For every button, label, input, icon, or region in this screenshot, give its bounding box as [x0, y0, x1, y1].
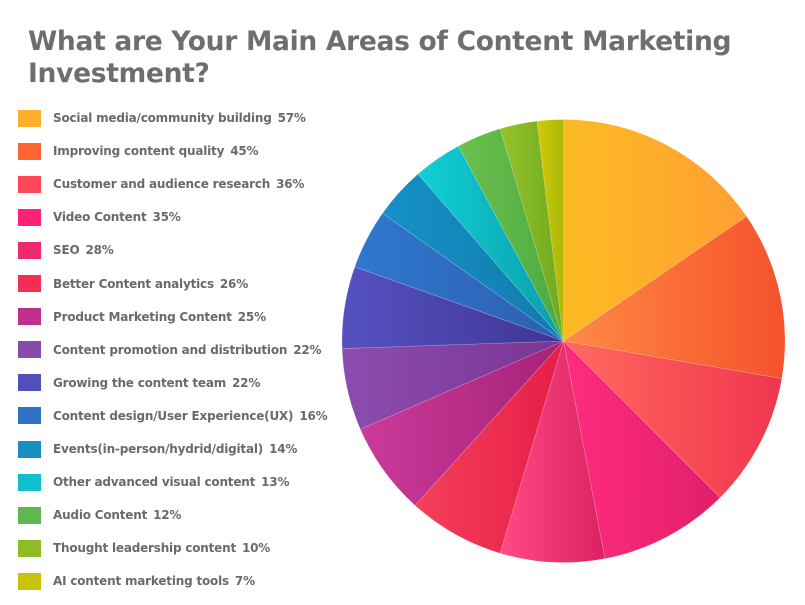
legend-item: SEO 28%	[18, 241, 114, 259]
legend-value: 36%	[276, 177, 305, 192]
legend-swatch	[18, 572, 41, 590]
legend-label: SEO 28%	[53, 243, 114, 258]
chart-title-line-1: What are Your Main Areas of Content Mark…	[28, 26, 732, 57]
chart-title: What are Your Main Areas of Content Mark…	[28, 26, 788, 90]
pie-slice	[341, 266, 564, 349]
legend-swatch	[18, 440, 41, 458]
legend-value: 7%	[234, 574, 255, 589]
pie-slice	[536, 119, 564, 342]
legend-label: Other advanced visual content 13%	[53, 475, 290, 490]
pie-slice	[382, 173, 564, 342]
legend-swatch	[18, 407, 41, 425]
chart-title-line-2: Investment?	[28, 58, 210, 89]
pie-slice	[562, 215, 786, 379]
legend-value: 16%	[299, 408, 328, 423]
pie-slice	[499, 120, 564, 342]
legend-value: 35%	[152, 210, 181, 225]
legend-item: Improving content quality 45%	[18, 142, 259, 160]
legend-swatch	[18, 208, 41, 226]
pie-slice	[563, 340, 721, 559]
legend-swatch	[18, 374, 41, 392]
legend-value: 22%	[232, 375, 261, 390]
legend-swatch	[18, 308, 41, 326]
pie-slice	[354, 212, 564, 342]
legend-item: Growing the content team 22%	[18, 374, 260, 392]
legend-item: Social media/community building 57%	[18, 109, 306, 127]
pie-slice	[562, 340, 783, 499]
pie-slice	[563, 119, 748, 342]
legend-item: Product Marketing Content 25%	[18, 308, 266, 326]
legend-label: Content design/User Experience(UX) 16%	[53, 408, 328, 423]
legend-swatch	[18, 341, 41, 359]
legend-label: Growing the content team 22%	[53, 375, 261, 390]
pie-slice	[359, 340, 564, 506]
legend-item: Events(in-person/hydrid/digital) 14%	[18, 440, 297, 458]
legend-item: Content design/User Experience(UX) 16%	[18, 407, 328, 425]
legend-label: Content promotion and distribution 22%	[53, 342, 322, 357]
legend-value: 10%	[241, 541, 271, 556]
legend-value: 25%	[237, 309, 266, 324]
legend-label: Events(in-person/hydrid/digital) 14%	[53, 442, 298, 456]
legend-swatch	[18, 241, 41, 259]
legend-item: Better Content analytics 26%	[18, 275, 248, 293]
legend-swatch	[18, 175, 41, 193]
legend-item: Other advanced visual content 13%	[18, 473, 289, 491]
legend-label: Video Content 35%	[53, 210, 181, 225]
legend-value: 26%	[219, 276, 249, 291]
pie-slice	[417, 145, 564, 342]
legend-swatch	[18, 275, 41, 292]
legend-label: Audio Content 12%	[53, 508, 182, 523]
legend-value: 28%	[85, 243, 114, 258]
legend-swatch	[18, 539, 41, 557]
legend-value: 45%	[230, 144, 259, 159]
pie-slice	[457, 128, 564, 342]
legend-label: Customer and audience research 36%	[53, 177, 305, 192]
legend-swatch	[18, 506, 41, 524]
legend-item: AI content marketing tools 7%	[18, 572, 255, 590]
pie-slice	[341, 340, 564, 430]
legend-item: Video Content 35%	[18, 208, 181, 226]
legend-item: Audio Content 12%	[18, 506, 181, 524]
legend-label: Thought leadership content 10%	[53, 541, 271, 556]
legend-label: Better Content analytics 26%	[53, 276, 249, 291]
pie-slice	[414, 340, 564, 554]
legend-value: 57%	[277, 111, 306, 125]
legend-value: 14%	[269, 442, 298, 456]
legend-value: 22%	[293, 342, 322, 357]
legend-item: Customer and audience research 36%	[18, 175, 304, 193]
legend-value: 13%	[261, 475, 290, 490]
pie-slices	[341, 119, 786, 563]
legend-label: AI content marketing tools 7%	[53, 574, 255, 589]
legend-swatch	[18, 109, 41, 127]
legend-item: Content promotion and distribution 22%	[18, 341, 322, 359]
legend-item: Thought leadership content 10%	[18, 539, 270, 557]
pie-slice	[499, 340, 606, 563]
legend-label: Social media/community building 57%	[53, 111, 306, 125]
legend-swatch	[18, 142, 41, 160]
legend-value: 12%	[153, 508, 182, 523]
legend-label: Improving content quality 45%	[53, 144, 259, 159]
legend-label: Product Marketing Content 25%	[53, 309, 266, 324]
legend-swatch	[18, 473, 41, 491]
